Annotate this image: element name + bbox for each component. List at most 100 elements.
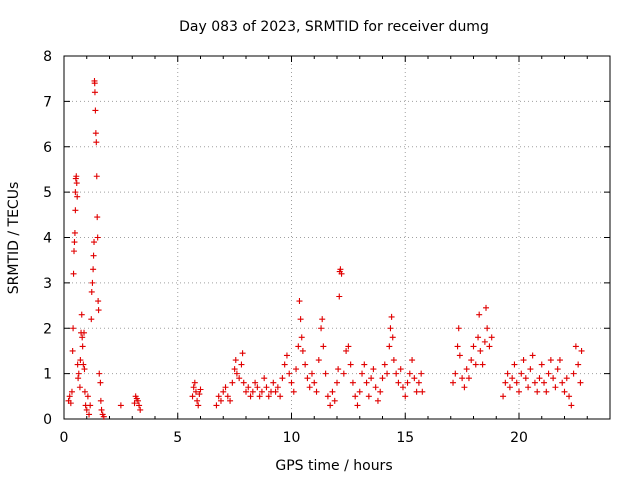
- data-point: [322, 370, 329, 377]
- data-point: [388, 313, 395, 320]
- data-point: [527, 366, 534, 373]
- data-point: [556, 357, 563, 364]
- data-point: [456, 352, 463, 359]
- data-point: [69, 347, 76, 354]
- data-point: [245, 384, 252, 391]
- y-tick-label: 3: [43, 276, 52, 292]
- data-point: [454, 343, 461, 350]
- data-point: [290, 388, 297, 395]
- data-point: [213, 402, 220, 409]
- data-point: [502, 379, 509, 386]
- data-point: [541, 379, 548, 386]
- data-point: [196, 391, 203, 398]
- grid-layer: [64, 56, 610, 419]
- data-point: [297, 316, 304, 323]
- data-point: [66, 393, 73, 400]
- data-point: [131, 400, 138, 407]
- y-tick-label: 5: [43, 185, 52, 201]
- data-point: [465, 375, 472, 382]
- data-point: [476, 311, 483, 318]
- data-point: [86, 411, 93, 418]
- data-point: [265, 393, 272, 400]
- data-point: [472, 361, 479, 368]
- data-point: [484, 325, 491, 332]
- data-point: [327, 402, 334, 409]
- data-point: [281, 361, 288, 368]
- data-point: [75, 370, 82, 377]
- data-point: [479, 361, 486, 368]
- data-point: [249, 388, 256, 395]
- data-point: [189, 393, 196, 400]
- y-tick-label: 1: [43, 367, 52, 383]
- data-point: [349, 379, 356, 386]
- data-point: [481, 338, 488, 345]
- data-point: [340, 370, 347, 377]
- data-point: [511, 361, 518, 368]
- data-point: [117, 402, 124, 409]
- data-point: [306, 384, 313, 391]
- data-point: [483, 304, 490, 311]
- data-point: [550, 375, 557, 382]
- data-point: [331, 397, 338, 404]
- data-point: [75, 375, 82, 382]
- data-point: [313, 388, 320, 395]
- data-point: [238, 361, 245, 368]
- data-point: [70, 270, 77, 277]
- data-point: [377, 388, 384, 395]
- data-point: [390, 357, 397, 364]
- data-point: [68, 388, 75, 395]
- data-point: [71, 248, 78, 255]
- data-point: [463, 366, 470, 373]
- y-tick-label: 0: [43, 412, 52, 428]
- data-point: [233, 370, 240, 377]
- data-point: [516, 388, 522, 395]
- data-point: [94, 234, 101, 241]
- data-point: [299, 347, 306, 354]
- data-point: [84, 393, 91, 400]
- data-point: [354, 402, 361, 409]
- data-point: [570, 370, 577, 377]
- data-point: [243, 388, 249, 395]
- data-point: [324, 393, 331, 400]
- data-point: [97, 379, 104, 386]
- data-point: [90, 266, 97, 273]
- data-point: [79, 334, 86, 341]
- data-point: [566, 393, 573, 400]
- data-point: [509, 375, 516, 382]
- data-point: [70, 325, 77, 332]
- data-point: [239, 350, 246, 357]
- data-point: [270, 379, 277, 386]
- data-point: [74, 193, 81, 200]
- data-point: [192, 388, 199, 395]
- data-point: [263, 384, 270, 391]
- data-point: [370, 366, 377, 373]
- data-point: [95, 307, 102, 314]
- data-point: [402, 393, 409, 400]
- data-point: [368, 375, 375, 382]
- data-point: [561, 388, 568, 395]
- data-point: [227, 397, 234, 404]
- data-point: [220, 388, 227, 395]
- data-point: [319, 316, 326, 323]
- data-point: [71, 239, 78, 246]
- data-point: [559, 379, 566, 386]
- data-point: [545, 370, 552, 377]
- data-point: [311, 379, 318, 386]
- data-point: [71, 229, 78, 236]
- data-point: [329, 388, 336, 395]
- data-point: [293, 366, 300, 373]
- data-point: [500, 393, 507, 400]
- y-tick-label: 4: [43, 231, 52, 247]
- data-point: [520, 357, 527, 364]
- data-point: [470, 343, 477, 350]
- data-point: [554, 366, 561, 373]
- data-point: [387, 325, 394, 332]
- data-point: [79, 343, 86, 350]
- data-point: [399, 384, 406, 391]
- data-point: [468, 357, 475, 364]
- x-tick-label: 10: [283, 430, 301, 446]
- data-point: [522, 375, 529, 382]
- y-tick-label: 7: [43, 94, 52, 110]
- data-point: [92, 107, 99, 114]
